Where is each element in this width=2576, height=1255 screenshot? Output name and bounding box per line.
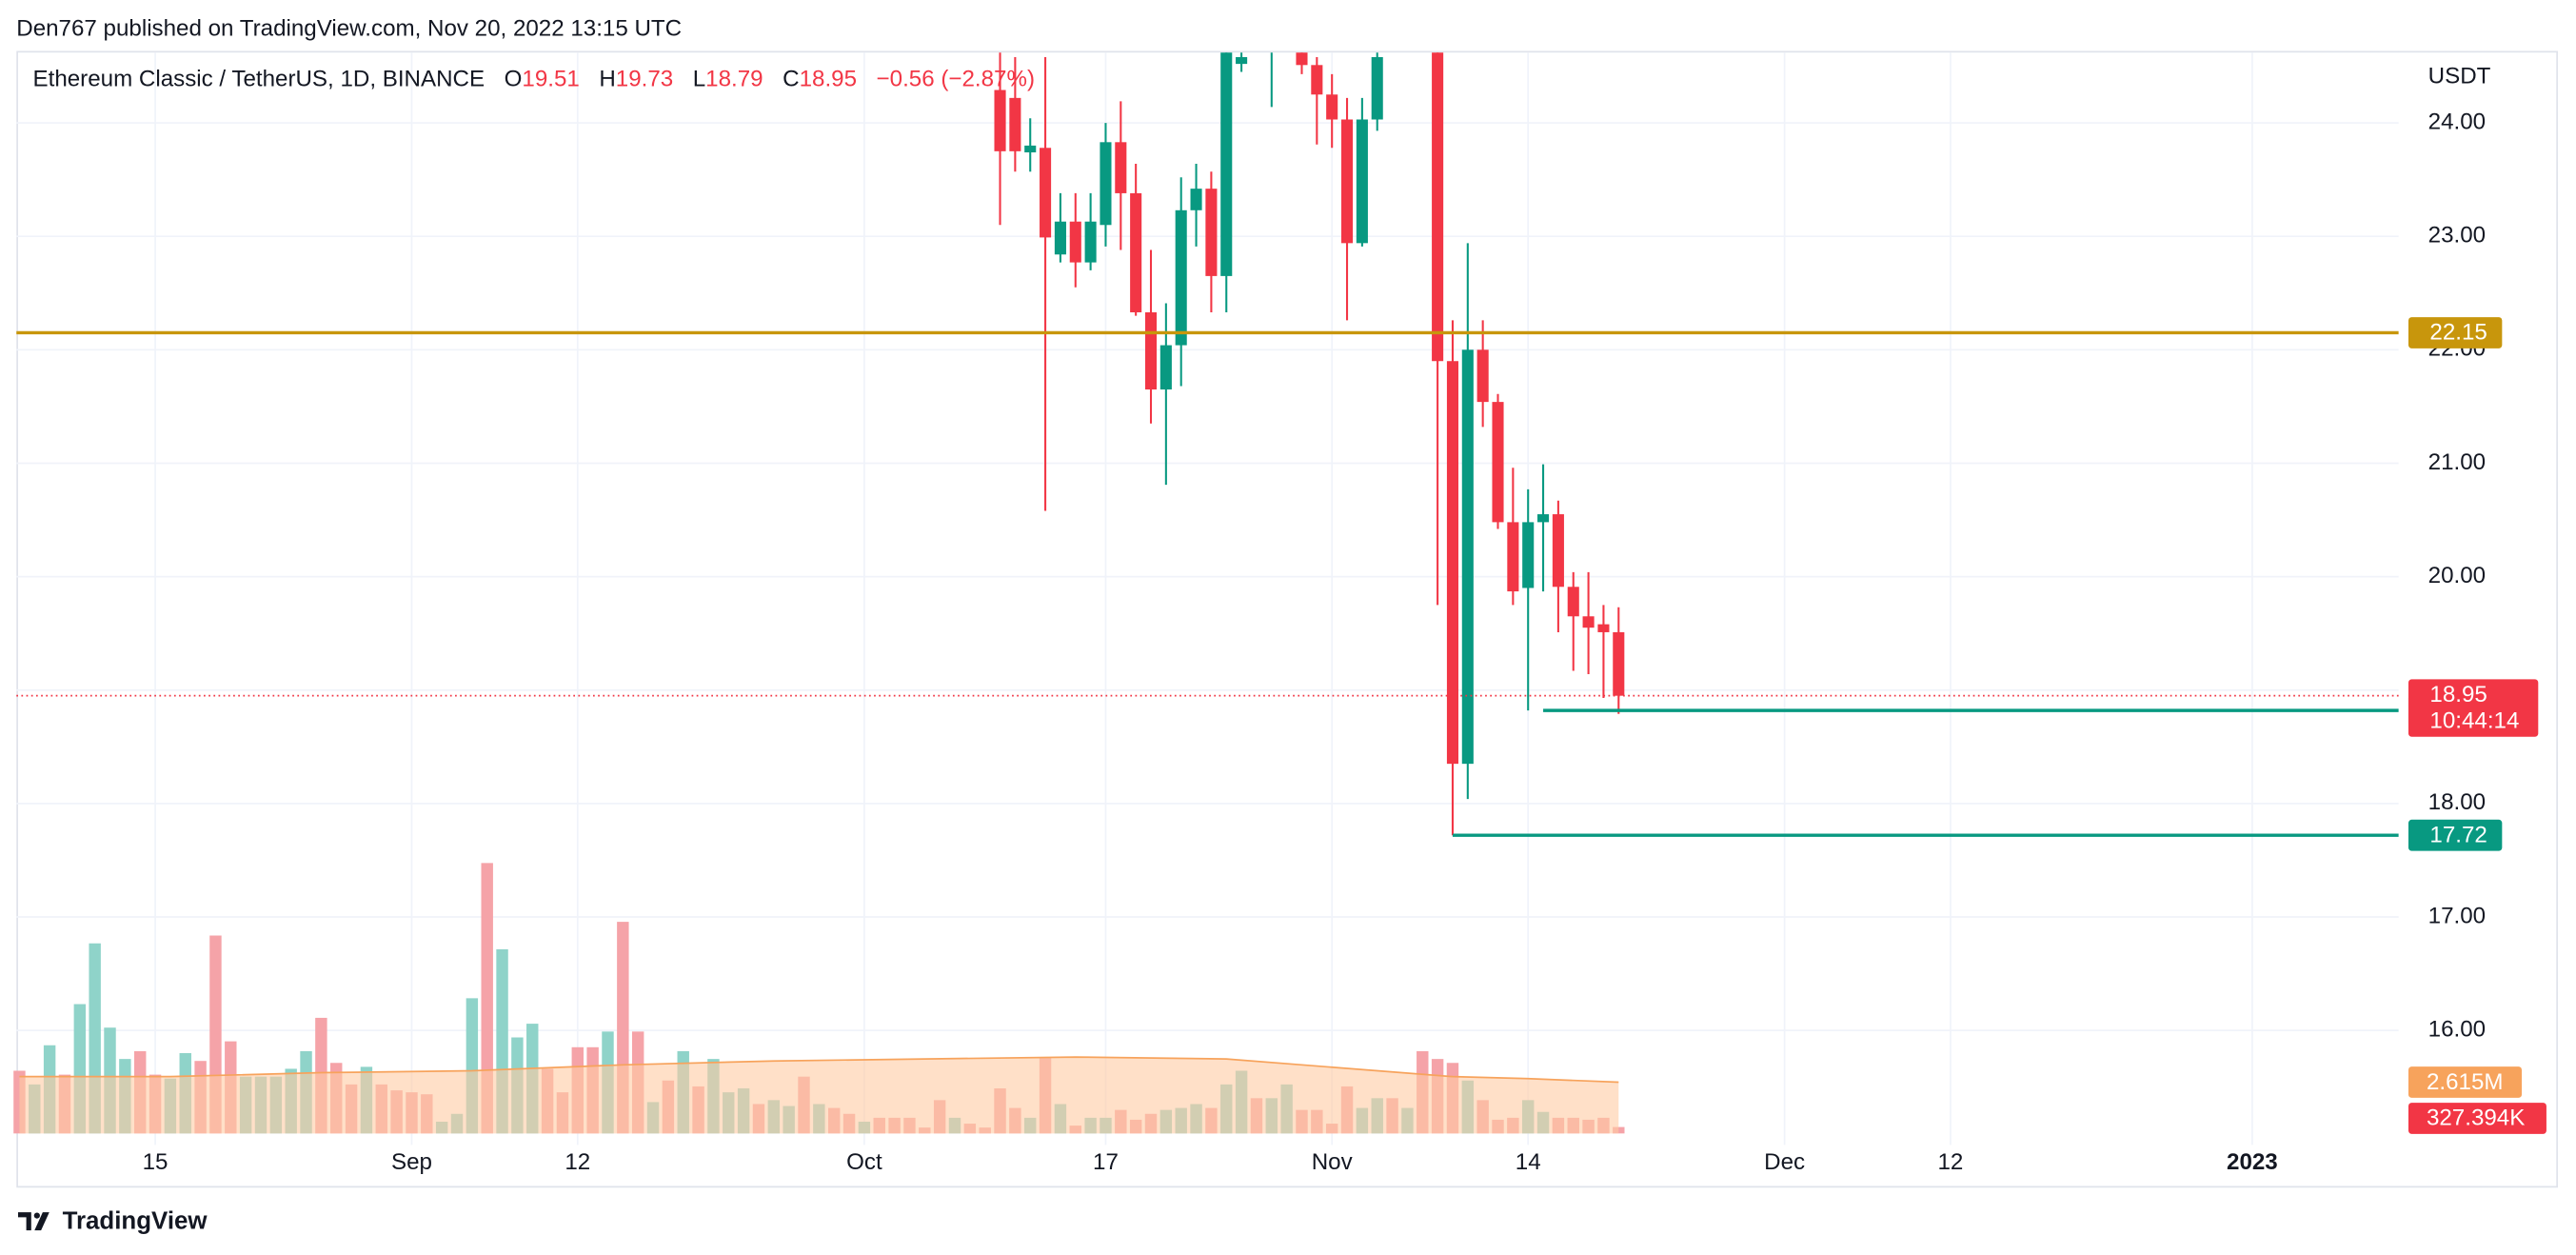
y-tick-label: 18.00 <box>2428 789 2486 815</box>
candle-body <box>1296 52 1308 66</box>
candle-body <box>1522 522 1535 588</box>
ohlc-letter: H <box>599 67 615 92</box>
last-price-badge <box>2408 679 2539 737</box>
candle-body <box>1069 221 1081 263</box>
candle-body <box>1024 145 1037 153</box>
symbol-title: Ethereum Classic / TetherUS, 1D, BINANCE <box>33 67 485 92</box>
candle-body <box>1582 616 1595 628</box>
candles <box>994 52 1625 836</box>
brand-logo: TradingView <box>17 1207 208 1234</box>
candle-body <box>1446 361 1459 765</box>
candle-body <box>1461 349 1474 765</box>
candle-body <box>1326 94 1338 120</box>
volume-ma-badge <box>2408 1066 2523 1098</box>
countdown-label: 10:44:14 <box>2429 708 2519 734</box>
ohlc-value: 18.95 <box>800 67 857 92</box>
ohlc-letter: O <box>505 67 523 92</box>
y-tick-label: 20.00 <box>2428 563 2486 588</box>
volume-ma-area <box>19 1057 1619 1134</box>
x-tick-label: 12 <box>565 1149 590 1175</box>
ohlc-value: 19.51 <box>522 67 579 92</box>
candle-body <box>1236 56 1248 65</box>
candle-body <box>1220 52 1233 276</box>
candle-body <box>1054 221 1066 255</box>
y-tick-label: 21.00 <box>2428 449 2486 475</box>
ohlc-letter: C <box>783 67 799 92</box>
candle-body <box>1371 56 1383 120</box>
candle-body <box>1492 402 1504 523</box>
y-tick-label: 17.00 <box>2428 903 2486 928</box>
candle-body <box>1552 514 1564 588</box>
x-tick-label: 2023 <box>2227 1149 2278 1175</box>
candle-body <box>1613 631 1625 696</box>
change: −0.56 (−2.87%) <box>877 67 1035 92</box>
x-tick-label: Oct <box>846 1149 882 1175</box>
y-tick-label: 24.00 <box>2428 109 2486 134</box>
candle-body <box>1567 587 1579 617</box>
currency-label: USDT <box>2428 63 2491 89</box>
chart-frame <box>16 50 2559 1188</box>
candle-body <box>1144 312 1158 390</box>
candle-body <box>1537 514 1550 523</box>
candle-body <box>994 90 1006 151</box>
candle-body <box>1130 192 1142 313</box>
candle-body <box>1311 65 1323 95</box>
candle-body <box>1040 148 1052 238</box>
x-tick-label: Sep <box>391 1149 432 1175</box>
ohlc-value: 19.73 <box>616 67 673 92</box>
candle-body <box>1597 624 1610 632</box>
level-badge-label: 22.15 <box>2429 320 2487 346</box>
candle-body <box>1175 209 1187 346</box>
candle-body <box>1507 522 1519 592</box>
level-badge <box>2408 317 2503 349</box>
x-tick-label: 12 <box>1938 1149 1964 1175</box>
publisher-note: Den767 published on TradingView.com, Nov… <box>16 15 682 41</box>
candle-body <box>1190 189 1202 210</box>
last-price-label: 18.95 <box>2429 682 2487 707</box>
overlays: 22.1518.8217.7218.9510:44:142.615M327.39… <box>16 317 2546 1134</box>
y-tick-label: 23.00 <box>2428 223 2486 249</box>
brand-name: TradingView <box>63 1207 208 1234</box>
x-tick-label: Dec <box>1764 1149 1805 1175</box>
volume-label: 327.394K <box>2427 1106 2525 1131</box>
candle-body <box>1340 119 1354 244</box>
level-badge-label: 17.72 <box>2429 822 2487 847</box>
volume-pane <box>13 863 1625 1134</box>
volume-ma-line <box>19 1056 1619 1084</box>
candle-body <box>1009 97 1021 151</box>
candle-body <box>1205 189 1218 276</box>
ohlc-value: 18.79 <box>705 67 763 92</box>
y-tick-label: 16.00 <box>2428 1016 2486 1042</box>
candle-body <box>1084 221 1097 263</box>
candle-body <box>1159 345 1172 390</box>
volume-ma-label: 2.615M <box>2427 1069 2504 1095</box>
logo-mark <box>17 1212 50 1231</box>
x-tick-label: 14 <box>1516 1149 1541 1175</box>
candle-body <box>1356 119 1368 244</box>
level-badge <box>2408 819 2503 851</box>
x-tick-label: 15 <box>143 1149 168 1175</box>
x-tick-label: Nov <box>1312 1149 1353 1175</box>
candle-body <box>1100 142 1112 226</box>
legend: Ethereum Classic / TetherUS, 1D, BINANCE… <box>33 67 1035 92</box>
candle-body <box>1115 142 1127 193</box>
candle-body <box>1432 52 1444 362</box>
ohlc-letter: L <box>693 67 705 92</box>
x-tick-label: 17 <box>1093 1149 1119 1175</box>
volume-badge <box>2408 1103 2546 1134</box>
candle-body <box>1476 349 1489 403</box>
logo-dot <box>33 1212 40 1219</box>
volume-bar <box>481 863 493 1134</box>
